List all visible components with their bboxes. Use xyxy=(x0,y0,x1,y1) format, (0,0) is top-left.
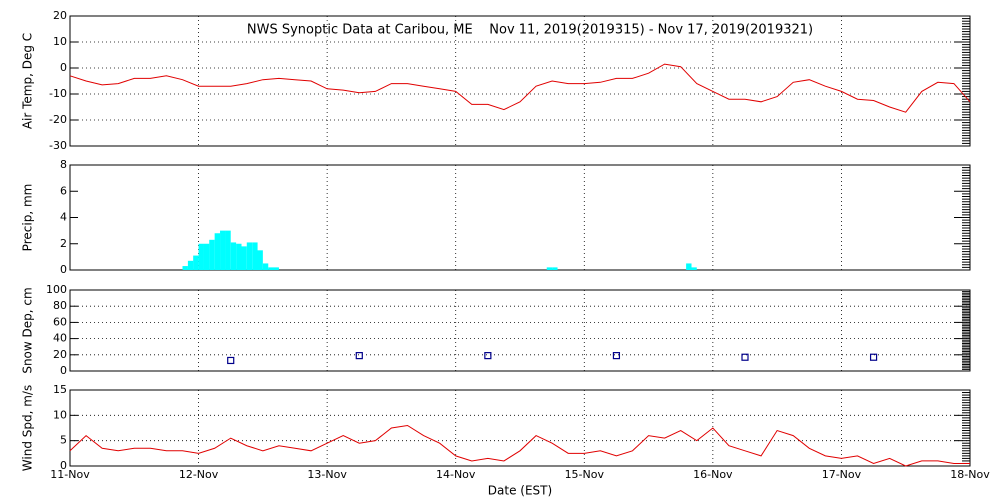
point xyxy=(355,352,363,360)
bar xyxy=(220,230,226,270)
bar xyxy=(262,263,269,270)
x-tick-label: 16-Nov xyxy=(693,468,733,481)
plot-frame xyxy=(69,289,971,372)
point xyxy=(484,352,492,360)
y-axis-title: Precip, mm xyxy=(21,184,35,252)
y-tick-label: 0 xyxy=(60,459,67,472)
point xyxy=(869,353,878,361)
bar xyxy=(193,255,199,270)
x-tick-label: 18-Nov xyxy=(950,468,990,481)
x-axis-title: Date (EST) xyxy=(488,484,552,498)
chart-title: NWS Synoptic Data at Caribou, ME Nov 11,… xyxy=(247,23,813,38)
y-tick-label: 40 xyxy=(53,332,67,345)
data-line xyxy=(69,424,970,467)
y-tick-label: 10 xyxy=(53,35,67,48)
y-tick-label: 0 xyxy=(60,364,67,377)
y-tick-label: -10 xyxy=(49,87,67,100)
bar xyxy=(236,243,242,270)
bar xyxy=(686,263,692,270)
bar xyxy=(691,267,697,270)
y-tick-label: 10 xyxy=(53,408,67,421)
y-axis-title: Snow Dep, cm xyxy=(21,287,35,373)
y-tick-label: -20 xyxy=(49,113,67,126)
bar xyxy=(230,242,237,270)
y-tick-label: 0 xyxy=(60,263,67,276)
bar xyxy=(198,243,204,270)
y-tick-label: 6 xyxy=(60,184,67,197)
y-tick-label: 4 xyxy=(60,211,67,224)
plot-frame xyxy=(69,389,971,467)
y-tick-label: 0 xyxy=(60,61,67,74)
y-axis-title: Wind Spd, m/s xyxy=(21,385,35,471)
y-tick-label: 100 xyxy=(46,283,67,296)
y-tick-label: 5 xyxy=(60,434,67,447)
data-line xyxy=(69,63,971,113)
bar xyxy=(552,267,558,270)
x-tick-label: 11-Nov xyxy=(50,468,90,481)
bar xyxy=(546,267,553,270)
bar xyxy=(273,267,279,270)
bar xyxy=(225,230,231,270)
y-tick-label: 60 xyxy=(53,315,67,328)
y-tick-label: -30 xyxy=(49,139,67,152)
bar xyxy=(241,246,247,270)
x-tick-label: 13-Nov xyxy=(307,468,347,481)
bar xyxy=(203,243,210,270)
bar xyxy=(187,260,194,270)
point xyxy=(227,356,235,365)
bar xyxy=(268,267,274,270)
bar xyxy=(209,239,215,270)
point xyxy=(741,353,749,361)
bar xyxy=(246,242,253,270)
bar xyxy=(182,266,188,270)
x-tick-label: 15-Nov xyxy=(565,468,605,481)
x-tick-label: 12-Nov xyxy=(179,468,219,481)
x-tick-label: 17-Nov xyxy=(822,468,862,481)
y-tick-label: 8 xyxy=(60,158,67,171)
y-tick-label: 20 xyxy=(53,348,67,361)
y-tick-label: 80 xyxy=(53,299,67,312)
x-tick-label: 14-Nov xyxy=(436,468,476,481)
point xyxy=(612,352,621,360)
y-tick-label: 2 xyxy=(60,237,67,250)
bar xyxy=(214,233,221,270)
y-axis-title: Air Temp, Deg C xyxy=(21,33,35,129)
y-tick-label: 15 xyxy=(53,383,67,396)
bar xyxy=(252,242,258,270)
bar xyxy=(257,250,263,270)
y-tick-label: 20 xyxy=(53,9,67,22)
